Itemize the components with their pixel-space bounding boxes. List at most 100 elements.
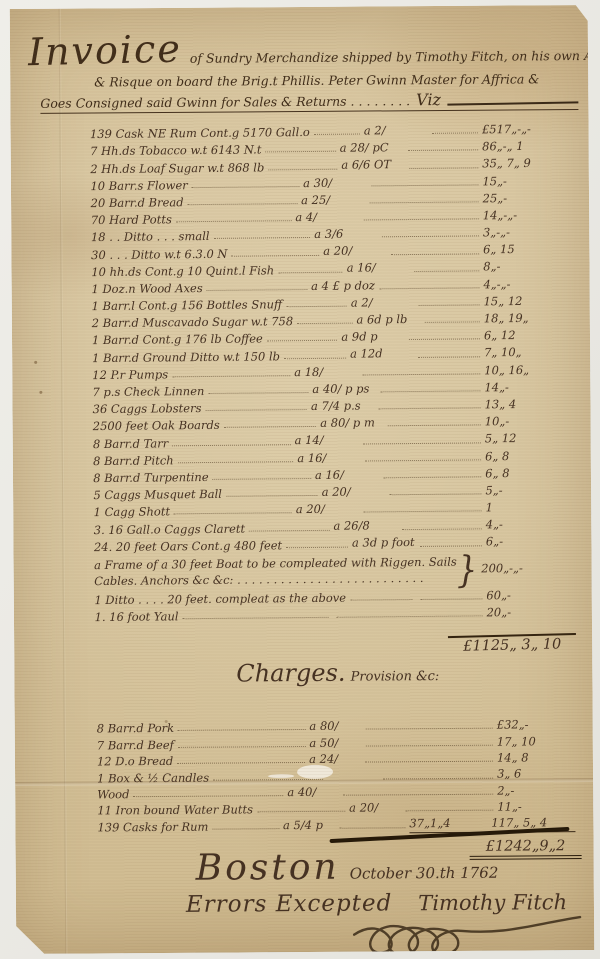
line-amount: 200„-„- (481, 561, 523, 576)
dot-leader (172, 375, 290, 377)
dot-leader (419, 304, 480, 306)
line-rate: a 7/4 p.s (310, 398, 361, 413)
line-description: 1 Doz.n Wood Axes (91, 280, 203, 296)
line-text: 1 Ditto . . . . 20 feet. compleat as the… (94, 590, 346, 608)
line-description: 5 Caggs Musquet Ball (93, 486, 222, 503)
line-description: 2 Barr.d Muscavado Sugar w.t 758 (91, 314, 294, 331)
line-description: 10 Barr.s Flower (90, 177, 188, 193)
dot-leader (314, 134, 360, 135)
line-text: 2 Hh.ds Loaf Sugar w.t 868 lb (90, 159, 264, 177)
dot-leader (176, 220, 291, 222)
line-text: 3. 16 Gall.o Caggs Clarett (94, 520, 246, 537)
dot-leader (337, 615, 483, 617)
line-amount: 1 (485, 500, 493, 515)
line-rate: a 6/6 OT (341, 157, 392, 173)
line-amount: 5„ 12 (484, 431, 517, 446)
line-description: 10 hh.ds Cont.g 10 Quint.l Fish (91, 263, 275, 279)
line-description: 8 Barr.d Tarr (92, 435, 169, 451)
line-amount: 6„ 15 (483, 242, 515, 257)
line-rate: a 20/ (295, 501, 325, 517)
dot-leader (205, 409, 307, 411)
dot-leader (224, 426, 317, 428)
dot-leader (380, 390, 480, 392)
dot-leader (408, 150, 478, 152)
header-line-1: Invoice of Sundry Merchandize shipped by… (28, 25, 578, 73)
dot-leader (365, 459, 481, 461)
line-text: 70 Hard Potts (91, 211, 172, 228)
dot-leader (369, 201, 479, 203)
dot-leader (364, 511, 482, 513)
line-rate: a 4/ (295, 209, 318, 225)
dot-leader (188, 203, 298, 205)
line-rate: a 2/ (350, 295, 373, 310)
signature-flourish (346, 897, 586, 957)
dot-leader (382, 236, 479, 238)
line-amount: 10„ 16„ (484, 362, 530, 377)
line-amount: 6„ 8 (485, 448, 510, 463)
line-description: 1 Barr.d Cont.g 176 lb Coffee (91, 331, 263, 348)
line-text: 24. 20 feet Oars Cont.g 480 feet (94, 537, 282, 555)
line-text: 20 Barr.d Bread (91, 194, 184, 211)
line-amount: 4„- (485, 517, 503, 532)
line-amount: 18„ 19„ (483, 310, 529, 326)
line-description: 1 Barr.l Cont.g 156 Bottles Snuff (91, 297, 283, 314)
dot-leader (420, 598, 482, 600)
line-rate: a 12d (349, 346, 383, 362)
line-amount: 25„- (482, 190, 508, 206)
viz-label: Viz (416, 90, 442, 110)
dot-leader (365, 744, 493, 746)
line-text: 36 Caggs Lobsters (93, 400, 202, 417)
dot-leader (231, 254, 319, 256)
line-description: 1 Box & ½ Candles (97, 770, 210, 786)
line-text: 8 Barr.d Pork (97, 720, 174, 737)
line-amount: 15„ 12 (483, 293, 523, 309)
dot-leader (365, 728, 492, 730)
dot-leader (178, 461, 294, 463)
dot-leader (265, 151, 335, 153)
line-amount: 8„- (483, 259, 501, 274)
dot-leader (409, 339, 480, 341)
dot-leader (379, 287, 479, 289)
line-rate: a 9d p (341, 329, 378, 344)
line-rate: a 80/ (309, 718, 339, 734)
line-rate: a 20/ (323, 243, 353, 259)
line-description: 139 Casks for Rum (97, 819, 209, 835)
dot-leader (213, 778, 323, 780)
charges-list: 8 Barr.d Pork a 80/ £32„- 7 Barr.d Beef … (97, 717, 576, 835)
dot-leader (415, 270, 480, 272)
dot-leader (177, 762, 305, 764)
line-amount: 15„- (482, 173, 507, 188)
dot-leader (286, 546, 348, 548)
dot-leader (174, 512, 292, 514)
dot-leader (424, 322, 479, 324)
dot-leader (297, 323, 352, 325)
line-text: 8 Barr.d Pitch (93, 452, 174, 469)
line-description: 12 D.o Bread (96, 754, 174, 769)
dot-leader (405, 810, 493, 812)
dot-leader (391, 253, 479, 255)
line-text: 2500 feet Oak Boards (93, 417, 220, 434)
pen-flourish-line (447, 101, 578, 105)
dot-leader (383, 476, 481, 478)
line-rate: a 20/ (349, 800, 379, 815)
dot-leader (214, 237, 311, 239)
dot-leader (383, 777, 493, 779)
line-amount: 6„- (485, 534, 504, 549)
line-text: 1 Doz.n Wood Axes (91, 280, 202, 297)
charges-subheading: Provision &c: (350, 669, 440, 685)
dot-leader (362, 373, 480, 375)
line-text: 7 Hh.ds Tobacco w.t 6143 N.t (90, 142, 261, 160)
line-rate: a 5/4 p (282, 817, 324, 832)
line-text: 139 Casks for Rum (97, 818, 208, 835)
line-amount: 14„- (484, 379, 509, 395)
items-total-amount: £1125„ 3„ 10 (448, 633, 576, 655)
invoice-date: October 30.th 1762 (349, 863, 499, 883)
line-text: 1 Cagg Shott (94, 504, 171, 521)
line-text: 18 . . Ditto . . . small (91, 228, 210, 245)
dot-leader (268, 168, 337, 170)
line-rate: a 24/ (309, 751, 339, 766)
dot-leader (212, 828, 279, 829)
line-amount: 3„ 6 (497, 766, 522, 782)
line-amount: £32„- (496, 717, 529, 732)
